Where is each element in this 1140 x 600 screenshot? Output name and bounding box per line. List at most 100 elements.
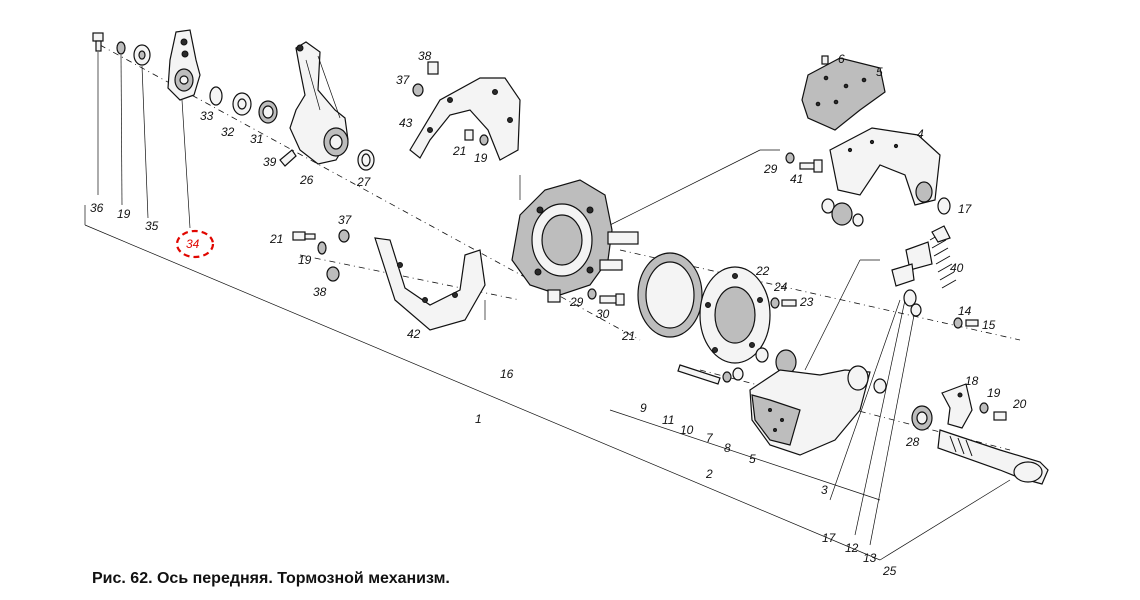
- bolt-30: [599, 293, 625, 306]
- callout-27: 27: [356, 175, 372, 189]
- callout-20: 20: [1012, 397, 1027, 411]
- callout-17: 17: [822, 531, 837, 545]
- callout-41: 41: [790, 172, 803, 186]
- washer-19-lower: [317, 241, 327, 255]
- callout-9: 9: [640, 401, 647, 415]
- callout-2: 2: [705, 467, 713, 481]
- shoe-bushings: [821, 198, 864, 227]
- callout-35: 35: [145, 219, 159, 233]
- callout-6: 6: [838, 52, 845, 66]
- callout-38: 38: [418, 49, 432, 63]
- callout-42: 42: [407, 327, 421, 341]
- bolt-21-lower: [292, 231, 316, 241]
- rivet-6: [821, 55, 829, 65]
- grease-fitting-39: [279, 149, 297, 167]
- callout-34: 34: [186, 237, 200, 251]
- ring-17-lower: [873, 378, 887, 394]
- brake-support-16: [511, 179, 639, 303]
- brake-camshaft-25: [937, 429, 1049, 485]
- bolt-36: [92, 32, 104, 195]
- callout-19: 19: [117, 207, 131, 221]
- callout-14: 14: [958, 304, 972, 318]
- callout-37: 37: [396, 73, 411, 87]
- washer-29-lower: [587, 288, 597, 300]
- bolt-38-upper: [427, 61, 439, 75]
- callout-23: 23: [799, 295, 814, 309]
- brake-shoe-lower-3: [749, 365, 871, 456]
- clip-pieces: [903, 289, 922, 317]
- bolt-41: [799, 159, 823, 173]
- dust-shield-43: [409, 77, 521, 161]
- brake-shoe-upper-4: [829, 127, 941, 206]
- callout-21: 21: [452, 144, 466, 158]
- callout-18: 18: [965, 374, 979, 388]
- seal-28: [911, 405, 933, 431]
- callout-labels: 36 19 35 34 33 32 31 39 26 27 38 37 43 2…: [90, 49, 1027, 578]
- callout-34-highlight-ring: [175, 229, 215, 259]
- callout-4: 4: [917, 127, 924, 141]
- bolt-21-upper: [464, 129, 489, 146]
- callout-30: 30: [596, 307, 610, 321]
- callout-5: 5: [749, 452, 756, 466]
- callout-16: 16: [500, 367, 514, 381]
- washer-29-upper: [785, 152, 795, 164]
- callout-36: 36: [90, 201, 104, 215]
- callout-7: 7: [706, 431, 714, 445]
- callout-33: 33: [200, 109, 214, 123]
- washer-10: [732, 367, 744, 381]
- pin-cylinder: [891, 241, 933, 287]
- washer-19-left: [116, 41, 126, 206]
- callout-3: 3: [821, 483, 828, 497]
- washer-24: [770, 297, 780, 309]
- ring-17-upper: [937, 197, 951, 215]
- callout-15: 15: [982, 318, 996, 332]
- washer-37-lower: [338, 229, 350, 243]
- callout-22: 22: [755, 264, 770, 278]
- lining-5-upper: [801, 57, 886, 131]
- callout-19: 19: [298, 253, 312, 267]
- anchor-pin-9: [677, 364, 721, 385]
- bolt-20: [993, 411, 1007, 421]
- callout-38: 38: [313, 285, 327, 299]
- figure-caption: Рис. 62. Ось передняя. Тормозной механиз…: [92, 570, 450, 587]
- callout-37: 37: [338, 213, 353, 227]
- callout-32: 32: [221, 125, 235, 139]
- callout-29: 29: [569, 295, 584, 309]
- callout-10: 10: [680, 423, 694, 437]
- bolt-38-lower: [326, 266, 340, 282]
- nut-35: [133, 44, 151, 219]
- callout-25: 25: [882, 564, 897, 578]
- washer-37-upper: [412, 83, 424, 97]
- washer-19-right: [979, 402, 989, 414]
- camshaft-bracket-26: [289, 41, 349, 165]
- seal-flange-22: [699, 266, 771, 364]
- oil-seal-21: [637, 252, 703, 338]
- callout-11: 11: [662, 413, 674, 427]
- callout-5: 5: [876, 65, 883, 79]
- callout-1: 1: [475, 412, 482, 426]
- callout-28: 28: [905, 435, 920, 449]
- callout-43: 43: [399, 116, 413, 130]
- seal-31: [258, 100, 278, 124]
- callout-29: 29: [763, 162, 778, 176]
- slack-adjuster-34: [167, 29, 201, 229]
- washer-32: [232, 92, 252, 116]
- washer-11: [722, 371, 732, 383]
- washer-14: [953, 317, 963, 329]
- ring-27: [357, 149, 375, 171]
- callout-19: 19: [474, 151, 488, 165]
- callout-24: 24: [773, 280, 788, 294]
- bracket-18: [941, 383, 973, 429]
- callout-13: 13: [863, 551, 877, 565]
- callout-21: 21: [269, 232, 283, 246]
- bushing-7: [755, 347, 769, 363]
- bolt-15: [965, 319, 979, 327]
- dust-shield-42: [374, 237, 486, 331]
- callout-12: 12: [845, 541, 859, 555]
- callout-17: 17: [958, 202, 973, 216]
- callout-19: 19: [987, 386, 1001, 400]
- spring-40: [929, 225, 957, 289]
- callout-40: 40: [950, 261, 964, 275]
- callout-8: 8: [724, 441, 731, 455]
